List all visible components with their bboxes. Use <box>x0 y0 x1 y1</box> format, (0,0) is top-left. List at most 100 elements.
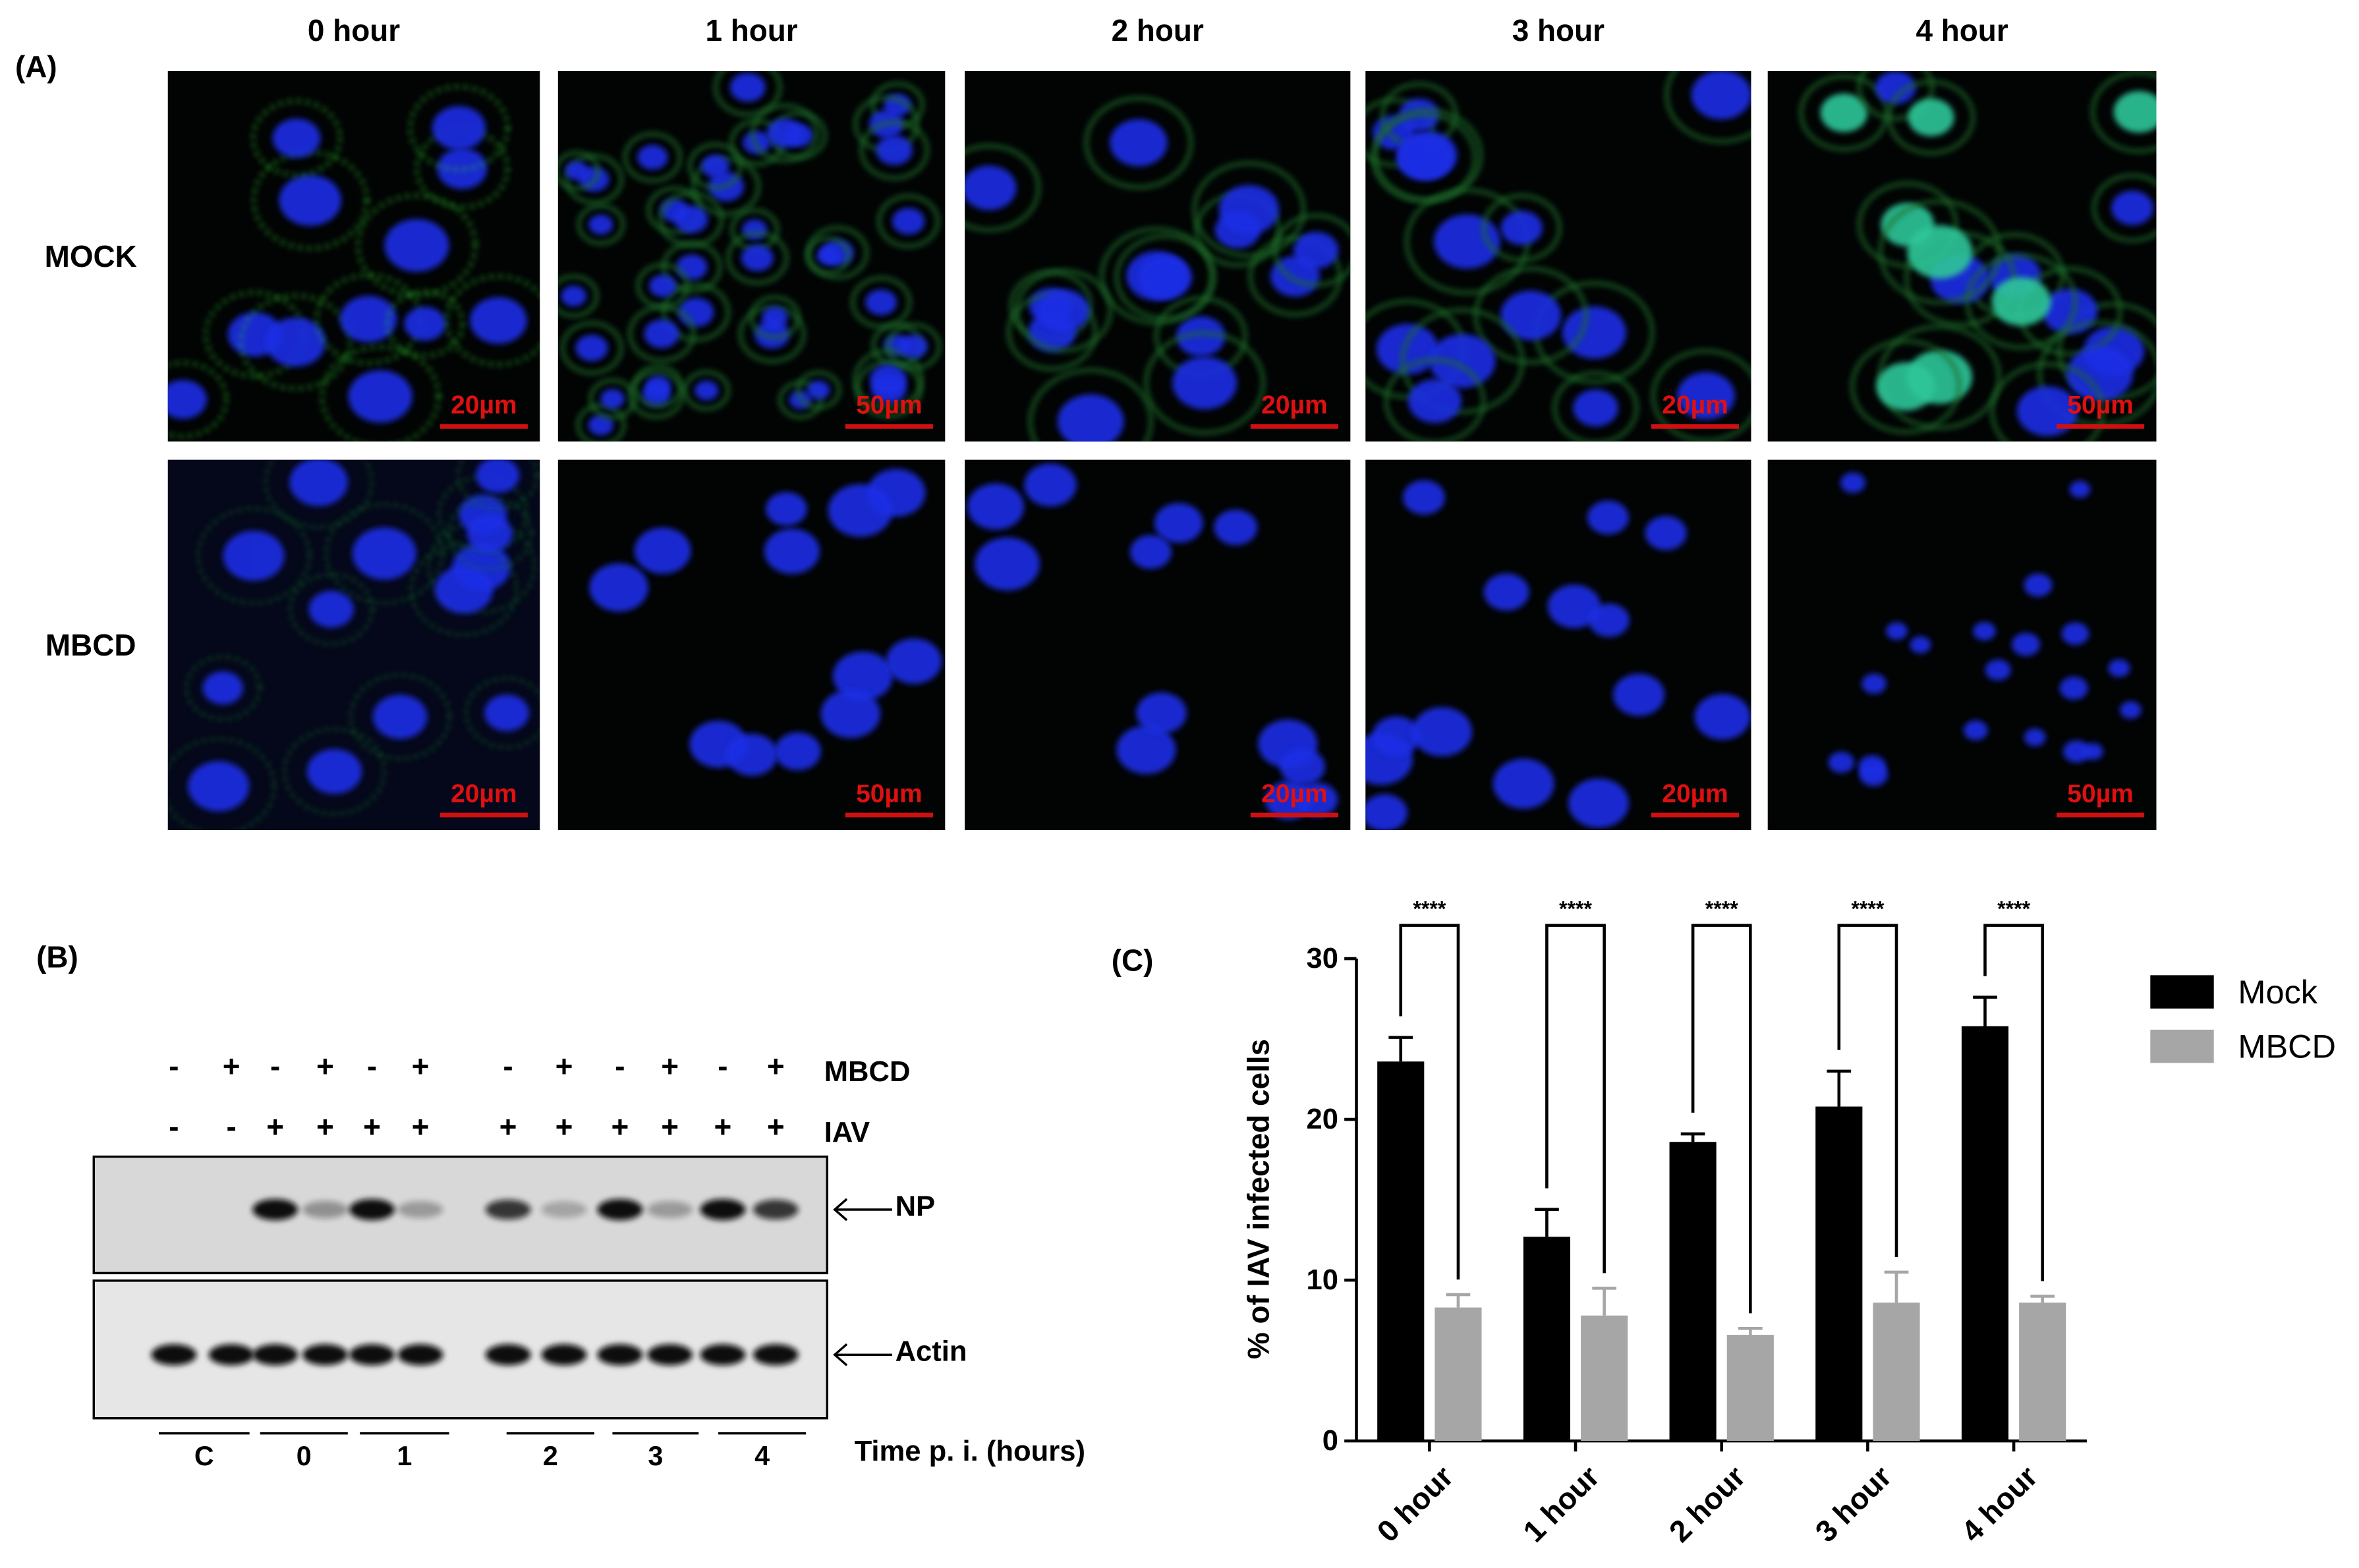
nucleus <box>965 165 1017 210</box>
band <box>302 1200 348 1219</box>
band <box>208 1344 254 1366</box>
nucleus <box>1218 184 1279 235</box>
cytoplasm <box>575 403 627 442</box>
nucleus <box>729 72 766 102</box>
x-tick-label: 4 hour <box>1954 1459 2044 1549</box>
nucleus <box>649 275 677 297</box>
micrograph: 50µm <box>557 70 946 442</box>
nucleus <box>1645 516 1687 550</box>
nucleus <box>565 161 588 181</box>
nucleus <box>1372 716 1421 756</box>
y-tick-label: 20 <box>1306 1104 1338 1135</box>
nucleus <box>2012 632 2041 656</box>
column-header: 1 hour <box>705 13 797 47</box>
nucleus <box>764 528 820 574</box>
significance-bracket <box>1399 924 1460 1280</box>
nucleus <box>1492 758 1554 809</box>
nucleus <box>1840 472 1865 493</box>
micrograph: 20µm <box>1365 459 1751 830</box>
nucleus <box>1587 500 1629 535</box>
nucleus <box>1214 509 1258 546</box>
nucleus <box>467 515 513 553</box>
bar <box>1581 1315 1628 1442</box>
cytoplasm <box>2090 70 2157 154</box>
cytoplasm <box>1850 339 1962 435</box>
band <box>252 1344 298 1366</box>
time-group: 3 <box>648 1441 663 1471</box>
x-tick-label: 1 hour <box>1516 1459 1606 1549</box>
nucleus <box>1568 778 1629 828</box>
band-label: NP <box>895 1190 936 1222</box>
nucleus <box>892 208 925 235</box>
cytoplasm <box>263 459 374 530</box>
time-group: 1 <box>397 1441 412 1471</box>
nucleus <box>1130 535 1172 569</box>
nucleus <box>308 590 354 628</box>
treatment-sign: + <box>714 1109 732 1144</box>
nucleus <box>637 145 668 170</box>
significance-bracket <box>1691 924 1752 1314</box>
nucleus <box>1908 98 1954 136</box>
cytoplasm <box>683 370 731 411</box>
nucleus <box>1057 394 1124 442</box>
treatment-sign: + <box>316 1049 334 1083</box>
nucleus <box>1562 306 1626 359</box>
treatment-sign: - <box>367 1049 377 1083</box>
nucleus <box>886 638 942 685</box>
nucleus <box>2111 190 2153 225</box>
cells <box>1365 480 1751 830</box>
cytoplasm <box>577 204 625 246</box>
cytoplasm <box>1014 268 1113 353</box>
nucleus <box>833 651 893 701</box>
nucleus <box>348 370 412 423</box>
cytoplasm <box>1878 199 2002 305</box>
micrograph: 50µm <box>1767 459 2157 830</box>
nucleus <box>1136 692 1187 734</box>
nucleus <box>1280 748 1325 785</box>
nucleus <box>575 335 608 362</box>
band <box>647 1201 693 1218</box>
cytoplasm <box>886 322 942 371</box>
nucleus <box>588 214 613 235</box>
nucleus <box>816 246 839 266</box>
cells <box>557 70 942 442</box>
nucleus <box>876 135 913 165</box>
significance-label: **** <box>1997 897 2030 920</box>
nucleus <box>1483 573 1529 611</box>
nucleus <box>1964 720 1988 741</box>
cells <box>1798 70 2157 442</box>
time-group: C <box>194 1441 214 1471</box>
nucleus <box>588 414 614 435</box>
y-tick-label: 30 <box>1306 943 1338 974</box>
nucleus <box>1820 93 1868 132</box>
nucleus <box>1691 70 1751 120</box>
cytoplasm <box>795 370 841 410</box>
nucleus <box>1985 659 2011 681</box>
nucleus <box>1547 584 1601 629</box>
treatment-sign: + <box>611 1109 629 1144</box>
nucleus <box>600 389 625 409</box>
nucleus <box>2024 573 2053 597</box>
band <box>349 1344 395 1366</box>
micrograph: 20µm <box>167 459 540 830</box>
cytoplasm <box>288 572 375 646</box>
nucleus <box>1429 334 1496 388</box>
band <box>541 1344 587 1366</box>
nucleus <box>741 244 774 271</box>
treatment-sign: + <box>555 1049 573 1083</box>
cytoplasm <box>1192 161 1306 258</box>
column-header: 3 hour <box>1512 13 1605 47</box>
legend-swatch <box>2150 975 2214 1009</box>
nucleus <box>167 379 207 419</box>
nucleus <box>870 364 907 395</box>
nucleus <box>484 694 529 731</box>
bar <box>1523 1237 1570 1442</box>
cells <box>1365 70 1751 442</box>
treatment-sign: - <box>226 1109 236 1144</box>
nucleus <box>2082 743 2103 760</box>
significance-label: **** <box>1705 897 1738 920</box>
cells <box>167 84 540 442</box>
micrograph: 20µm <box>965 70 1351 442</box>
treatment-sign: + <box>767 1109 785 1144</box>
